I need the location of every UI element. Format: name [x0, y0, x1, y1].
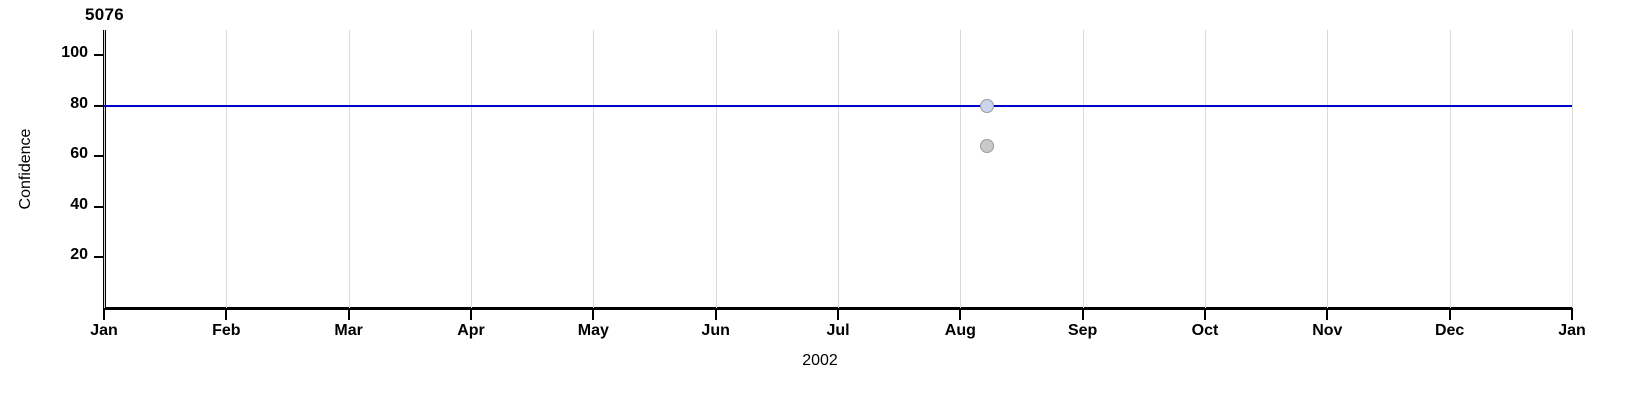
gridline — [1572, 30, 1573, 308]
x-tick-mark — [1082, 310, 1084, 320]
x-tick-label: Dec — [1434, 322, 1465, 339]
x-tick-mark — [959, 310, 961, 320]
y-tick-mark — [94, 256, 104, 259]
x-tick-mark — [348, 310, 350, 320]
y-tick-label: 80 — [70, 94, 88, 112]
x-tick-label: Jan — [90, 322, 118, 339]
x-tick-label: Aug — [944, 322, 976, 339]
x-tick-label: Jun — [701, 322, 730, 339]
data-point-marker[interactable] — [980, 139, 995, 154]
x-tick-mark — [470, 310, 472, 320]
x-tick-label: Sep — [1067, 322, 1098, 339]
x-tick-mark — [225, 310, 227, 320]
x-tick-label: Apr — [457, 322, 485, 339]
x-tick-mark — [103, 310, 105, 320]
data-point-marker[interactable] — [980, 98, 995, 113]
y-tick-mark — [94, 205, 104, 208]
y-tick-mark — [94, 104, 104, 107]
gridline — [716, 30, 717, 308]
x-tick-mark — [1326, 310, 1328, 320]
x-tick-label: Nov — [1312, 322, 1343, 339]
gridline — [1450, 30, 1451, 308]
gridline — [1205, 30, 1206, 308]
x-tick-mark — [837, 310, 839, 320]
x-tick-label: Feb — [212, 322, 241, 339]
gridline — [1327, 30, 1328, 308]
x-tick-mark — [592, 310, 594, 320]
x-tick-label: Mar — [334, 322, 363, 339]
gridline — [1083, 30, 1084, 308]
x-tick-label: Jan — [1558, 322, 1586, 339]
gridline — [349, 30, 350, 308]
series-line — [104, 104, 1572, 107]
gridline — [104, 30, 105, 308]
gridline — [593, 30, 594, 308]
x-tick-label: May — [577, 322, 609, 339]
x-axis-line — [103, 307, 1573, 310]
x-tick-label: Jul — [826, 322, 850, 339]
gridline — [226, 30, 227, 308]
gridline — [960, 30, 961, 308]
x-tick-mark — [1449, 310, 1451, 320]
x-axis-label: 2002 — [802, 352, 838, 369]
y-tick-label: 20 — [70, 246, 88, 264]
y-tick-label: 100 — [61, 44, 88, 62]
x-tick-label: Oct — [1191, 322, 1219, 339]
y-tick-mark — [94, 155, 104, 158]
gridline — [838, 30, 839, 308]
x-tick-mark — [1571, 310, 1573, 320]
chart-title: 5076 — [85, 5, 125, 24]
gridline — [471, 30, 472, 308]
y-tick-label: 60 — [70, 145, 88, 163]
y-tick-label: 40 — [70, 195, 88, 213]
y-tick-mark — [94, 54, 104, 57]
x-tick-mark — [1204, 310, 1206, 320]
x-tick-mark — [715, 310, 717, 320]
